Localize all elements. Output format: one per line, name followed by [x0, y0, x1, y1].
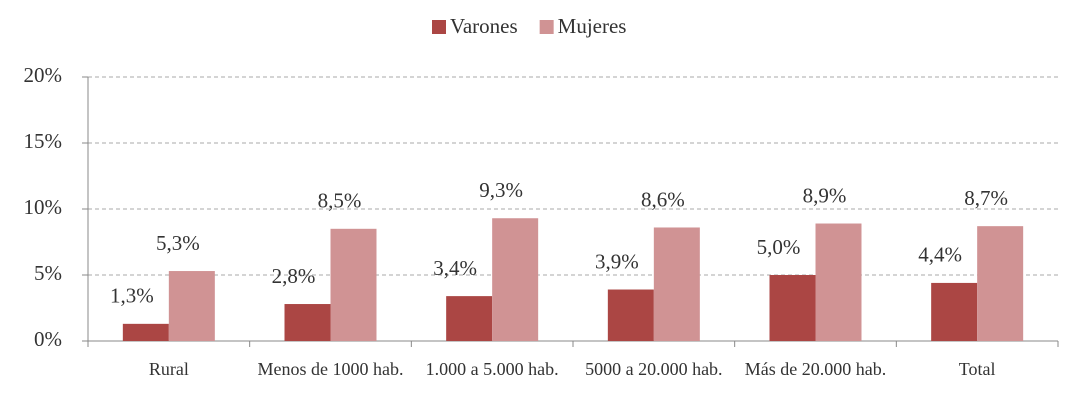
legend-label: Mujeres	[558, 14, 627, 38]
bar	[607, 289, 654, 341]
bar	[815, 223, 862, 341]
data-label: 9,3%	[479, 178, 523, 202]
bar	[769, 275, 816, 341]
data-label: 3,9%	[595, 249, 639, 273]
data-label: 8,9%	[803, 183, 847, 207]
bar	[446, 296, 493, 341]
data-label: 8,6%	[641, 187, 685, 211]
x-tick-label: Total	[958, 359, 996, 379]
data-label: 2,8%	[272, 264, 316, 288]
bar	[931, 282, 978, 341]
data-label: 8,7%	[964, 186, 1008, 210]
x-tick-label: Menos de 1000 hab.	[257, 359, 404, 379]
y-tick-label: 15%	[24, 129, 63, 153]
x-tick-label: Más de 20.000 hab.	[744, 359, 887, 379]
data-label: 5,0%	[757, 235, 801, 259]
bar	[330, 228, 377, 341]
x-tick-label: Rural	[148, 359, 189, 379]
data-label: 5,3%	[156, 231, 200, 255]
data-label: 8,5%	[318, 189, 362, 213]
y-tick-label: 20%	[24, 63, 63, 87]
bar	[284, 304, 331, 341]
legend-swatch	[539, 20, 554, 34]
y-tick-label: 0%	[34, 327, 62, 351]
legend-swatch	[432, 20, 446, 34]
x-tick-label: 5000 a 20.000 hab.	[585, 359, 723, 379]
data-label: 4,4%	[918, 243, 962, 267]
bar	[492, 218, 539, 341]
legend-label: Varones	[450, 14, 518, 38]
bar	[122, 323, 169, 341]
data-label: 3,4%	[433, 256, 477, 280]
bar	[653, 227, 700, 341]
data-label: 1,3%	[110, 284, 154, 308]
y-tick-label: 5%	[34, 261, 62, 285]
y-tick-label: 10%	[24, 195, 63, 219]
x-tick-label: 1.000 a 5.000 hab.	[425, 359, 559, 379]
bar	[977, 226, 1024, 341]
bar	[168, 271, 215, 341]
